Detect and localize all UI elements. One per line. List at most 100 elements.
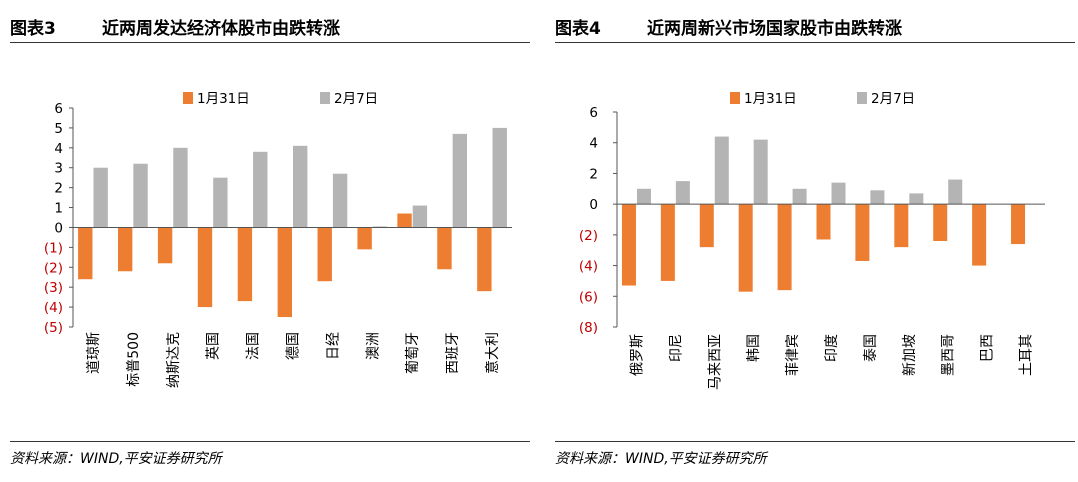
y-tick-label: 6 xyxy=(589,105,598,121)
bar-series1-4 xyxy=(777,204,792,291)
category-label: 德国 xyxy=(286,332,302,360)
right-source-row: 资料来源：WIND,平安证券研究所 xyxy=(555,441,1075,468)
bar-series2-5 xyxy=(293,145,308,228)
left-figure-header: 图表3 近两周发达经济体股市由跌转涨 xyxy=(10,12,530,43)
right-figure-title: 近两周新兴市场国家股市由跌转涨 xyxy=(647,19,902,39)
y-tick-label: 4 xyxy=(589,136,598,152)
category-label: 意大利 xyxy=(484,332,501,374)
category-label: 俄罗斯 xyxy=(629,334,645,376)
bar-series2-6 xyxy=(870,190,885,205)
bar-series2-6 xyxy=(332,173,348,228)
legend-label-1: 1月31日 xyxy=(744,91,797,107)
bar-series2-4 xyxy=(792,188,807,205)
category-label: 法国 xyxy=(246,332,262,360)
bar-series1-1 xyxy=(660,204,675,281)
bar-series2-5 xyxy=(831,182,846,205)
category-label: 澳洲 xyxy=(365,332,381,360)
bar-series1-7 xyxy=(894,204,909,248)
bar-series1-8 xyxy=(397,213,412,228)
bar-series1-3 xyxy=(738,204,753,292)
category-label: 西班牙 xyxy=(445,332,461,374)
bar-series1-5 xyxy=(816,204,831,240)
bar-series1-6 xyxy=(317,227,332,282)
category-label: 菲律宾 xyxy=(785,334,801,376)
bar-series1-0 xyxy=(621,204,636,286)
y-tick-label: 2 xyxy=(54,181,63,197)
y-tick-label: (2) xyxy=(44,260,63,276)
bar-series2-8 xyxy=(412,205,428,228)
category-label: 标普500 xyxy=(126,332,142,387)
bar-series2-7 xyxy=(909,193,924,205)
bar-series2-2 xyxy=(714,136,729,205)
category-label: 葡萄牙 xyxy=(405,332,421,374)
category-label: 英国 xyxy=(205,332,222,360)
bar-series1-3 xyxy=(197,227,213,308)
bar-series1-10 xyxy=(477,227,492,292)
bar-series1-9 xyxy=(437,227,452,270)
bar-series1-7 xyxy=(357,227,372,250)
category-label: 韩国 xyxy=(746,334,762,362)
bar-series2-1 xyxy=(675,181,690,205)
y-tick-label: (2) xyxy=(579,228,598,244)
y-tick-label: 4 xyxy=(54,141,63,157)
chart-legend: 1月31日 2月7日 xyxy=(730,91,915,107)
right-source-text: 资料来源：WIND,平安证券研究所 xyxy=(555,451,767,467)
right-figure-panel: 图表4 近两周新兴市场国家股市由跌转涨 1月31日 2月7日 6 4 2 0 (2) (4) (… xyxy=(545,0,1078,482)
y-tick-label: 2 xyxy=(589,166,598,182)
category-label: 马来西亚 xyxy=(707,334,723,390)
y-tick-label: (3) xyxy=(44,280,63,296)
category-label: 新加坡 xyxy=(902,334,918,376)
bar-series2-3 xyxy=(213,177,228,228)
legend-swatch-2 xyxy=(320,92,330,104)
bar-series1-2 xyxy=(157,227,173,264)
y-tick-label: 3 xyxy=(54,161,63,177)
category-label: 泰国 xyxy=(863,334,879,362)
bar-series1-5 xyxy=(277,227,292,318)
bar-series2-3 xyxy=(753,139,768,205)
bar-series1-6 xyxy=(855,204,870,261)
legend-label-2: 2月7日 xyxy=(334,91,378,107)
y-tick-label: 0 xyxy=(589,197,598,213)
bar-series1-8 xyxy=(933,204,948,241)
bar-series1-9 xyxy=(972,204,987,266)
category-label: 巴西 xyxy=(980,334,996,362)
bar-series1-0 xyxy=(78,227,93,280)
category-label: 墨西哥 xyxy=(941,334,957,376)
bar-series1-2 xyxy=(699,204,714,248)
left-figure-panel: 图表3 近两周发达经济体股市由跌转涨 1月31日 2月7日 6 5 4 3 2 1 0 (1) (2… xyxy=(0,0,532,482)
bar-series2-2 xyxy=(173,147,188,228)
y-tick-label: (8) xyxy=(579,320,598,336)
right-bar-chart: 1月31日 2月7日 6 4 2 0 (2) (4) (6) (8) 俄罗斯 印尼 马来西亚 韩国 菲律宾 印… xyxy=(579,91,1045,390)
chart-legend: 1月31日 2月7日 xyxy=(183,91,378,107)
bar-series2-10 xyxy=(492,127,507,228)
legend-swatch-1 xyxy=(730,92,740,104)
right-figure-header: 图表4 近两周新兴市场国家股市由跌转涨 xyxy=(555,12,1075,43)
y-tick-label: 6 xyxy=(54,101,63,117)
bar-series2-8 xyxy=(948,179,963,205)
y-tick-label: (5) xyxy=(44,320,63,336)
legend-label-1: 1月31日 xyxy=(197,91,250,107)
y-tick-label: (4) xyxy=(44,300,63,316)
category-label: 日经 xyxy=(325,332,341,360)
y-tick-label: 1 xyxy=(54,201,63,217)
bar-series2-0 xyxy=(636,188,651,205)
category-label: 纳斯达克 xyxy=(166,332,182,388)
y-tick-label: 5 xyxy=(54,121,63,137)
category-label: 印度 xyxy=(824,334,840,362)
bar-series2-0 xyxy=(93,167,108,228)
left-source-row: 资料来源：WIND,平安证券研究所 xyxy=(10,441,530,468)
y-tick-label: (1) xyxy=(44,240,63,256)
category-label: 道琼斯 xyxy=(86,332,102,374)
legend-swatch-2 xyxy=(857,92,867,104)
right-figure-number: 图表4 xyxy=(555,19,601,39)
left-figure-title: 近两周发达经济体股市由跌转涨 xyxy=(102,19,340,39)
y-tick-label: (4) xyxy=(579,259,598,275)
bar-series1-1 xyxy=(117,227,133,272)
y-tick-label: 0 xyxy=(54,220,63,236)
y-tick-label: (6) xyxy=(579,289,598,305)
left-source-text: 资料来源：WIND,平安证券研究所 xyxy=(10,451,222,467)
legend-swatch-1 xyxy=(183,92,193,104)
bar-series1-4 xyxy=(237,227,253,302)
left-figure-number: 图表3 xyxy=(10,19,56,39)
bar-series1-10 xyxy=(1011,204,1026,245)
